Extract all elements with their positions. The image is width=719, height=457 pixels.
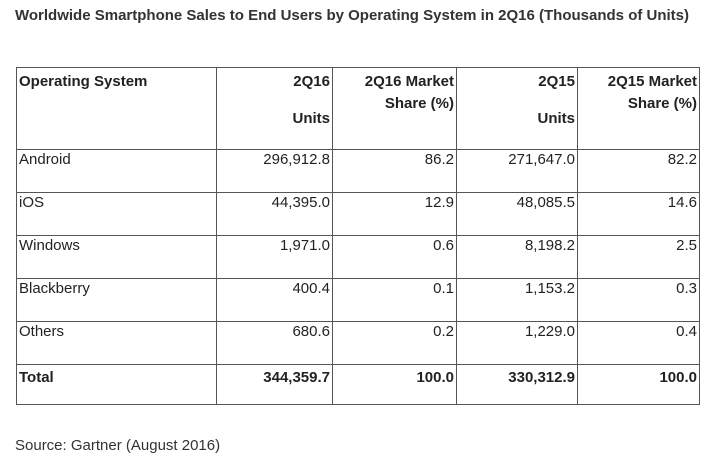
cell-2q15-share: 2.5 (577, 235, 700, 279)
table-total-row: Total 344,359.7 100.0 330,312.9 100.0 (16, 364, 700, 405)
source-note: Source: Gartner (August 2016) (15, 437, 221, 454)
header-2q15-label: 2Q15 (538, 73, 575, 90)
cell-os: Android (16, 149, 217, 193)
cell-2q16-units: 44,395.0 (216, 192, 333, 236)
header-2q16-market-share: 2Q16 Market Share (%) (332, 67, 457, 150)
table-row: Blackberry 400.4 0.1 1,153.2 0.3 (16, 278, 700, 322)
cell-total-label: Total (16, 364, 217, 405)
cell-2q15-units: 271,647.0 (456, 149, 578, 193)
header-2q15-units: Units (537, 110, 576, 127)
cell-2q16-units: 680.6 (216, 321, 333, 365)
cell-2q15-share: 82.2 (577, 149, 700, 193)
header-2q16: 2Q16 Units (216, 67, 333, 150)
table-row: Others 680.6 0.2 1,229.0 0.4 (16, 321, 700, 365)
cell-2q16-units: 400.4 (216, 278, 333, 322)
cell-total-2q16-share: 100.0 (332, 364, 457, 405)
table-row: Windows 1,971.0 0.6 8,198.2 2.5 (16, 235, 700, 279)
cell-os: iOS (16, 192, 217, 236)
cell-2q15-share: 0.4 (577, 321, 700, 365)
cell-2q15-units: 48,085.5 (456, 192, 578, 236)
cell-os: Blackberry (16, 278, 217, 322)
cell-2q15-units: 8,198.2 (456, 235, 578, 279)
table-row: iOS 44,395.0 12.9 48,085.5 14.6 (16, 192, 700, 236)
cell-2q15-units: 1,229.0 (456, 321, 578, 365)
sales-table: Operating System 2Q16 Units 2Q16 Market … (16, 67, 700, 405)
cell-2q16-share: 12.9 (332, 192, 457, 236)
cell-total-2q15-units: 330,312.9 (456, 364, 578, 405)
page-title: Worldwide Smartphone Sales to End Users … (15, 7, 690, 24)
cell-2q16-units: 1,971.0 (216, 235, 333, 279)
cell-os: Others (16, 321, 217, 365)
table-row: Android 296,912.8 86.2 271,647.0 82.2 (16, 149, 700, 193)
header-2q15: 2Q15 Units (456, 67, 578, 150)
cell-total-2q15-share: 100.0 (577, 364, 700, 405)
cell-2q16-units: 296,912.8 (216, 149, 333, 193)
cell-total-2q16-units: 344,359.7 (216, 364, 333, 405)
cell-2q16-share: 0.2 (332, 321, 457, 365)
cell-os: Windows (16, 235, 217, 279)
cell-2q15-share: 0.3 (577, 278, 700, 322)
cell-2q16-share: 0.6 (332, 235, 457, 279)
cell-2q15-units: 1,153.2 (456, 278, 578, 322)
header-2q15-market-share: 2Q15 Market Share (%) (577, 67, 700, 150)
header-2q16-units: Units (292, 110, 331, 127)
table-header-row: Operating System 2Q16 Units 2Q16 Market … (16, 67, 700, 150)
cell-2q15-share: 14.6 (577, 192, 700, 236)
header-operating-system: Operating System (16, 67, 217, 150)
cell-2q16-share: 0.1 (332, 278, 457, 322)
cell-2q16-share: 86.2 (332, 149, 457, 193)
header-2q16-label: 2Q16 (293, 73, 330, 90)
